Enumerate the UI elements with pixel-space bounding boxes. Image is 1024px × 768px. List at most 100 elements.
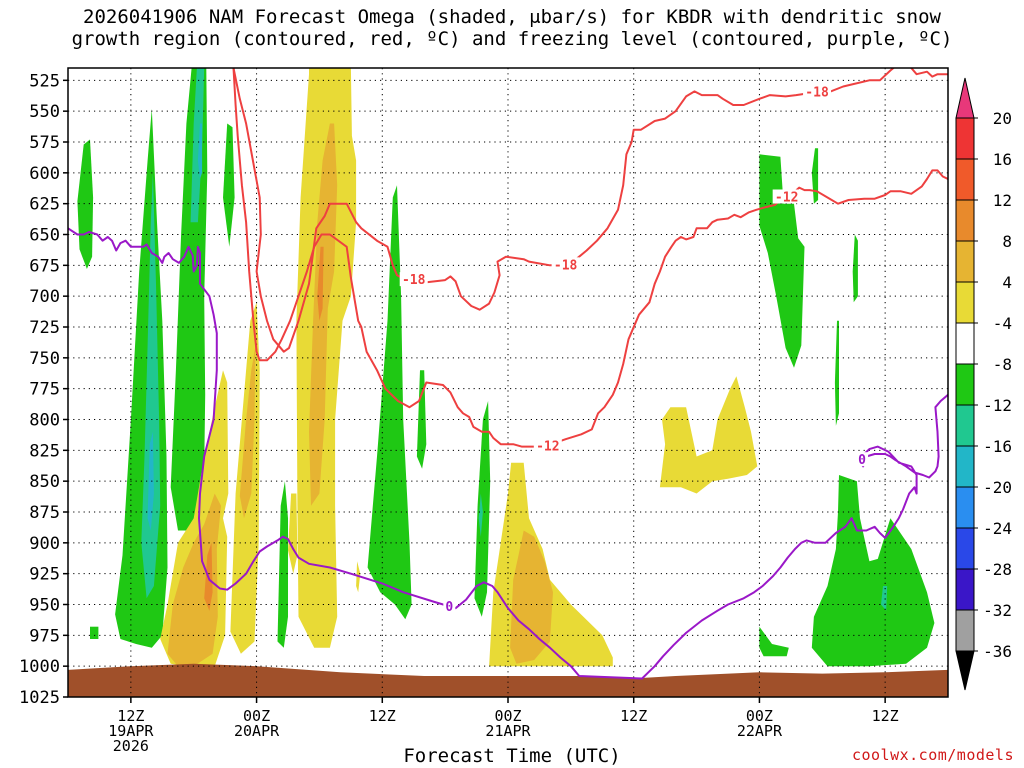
contour-label-bg: [533, 438, 562, 453]
colorbar-label: -16: [983, 437, 1012, 456]
colorbar-bin: [955, 609, 975, 652]
omega-region-18: [881, 586, 888, 611]
colorbar-bin: [955, 322, 975, 365]
omega-shading: [68, 68, 948, 697]
colorbar-label: -8: [993, 355, 1012, 374]
omega-region-0: [77, 139, 94, 269]
y-axis: 525 550 575 600 625 650 675 700 725 750 775 800 825 8…: [19, 71, 68, 708]
colorbar-label: -12: [983, 396, 1012, 415]
colorbar-bin: [955, 486, 975, 529]
freezing-level-contour: [68, 227, 948, 680]
y-tick-label: 575: [29, 133, 60, 153]
colorbar-bin: [955, 281, 975, 324]
omega-region-29: [239, 345, 256, 519]
colorbar-bin: [955, 117, 975, 160]
x-tick-label: 00Z: [494, 707, 521, 725]
x-tick-label: 12Z: [117, 707, 144, 725]
y-tick-label: 725: [29, 318, 60, 338]
omega-region-30: [309, 123, 338, 506]
contour-label: -18: [805, 86, 829, 101]
omega-region-16: [190, 68, 205, 223]
y-tick-label: 700: [29, 287, 60, 307]
colorbar-label: 12: [993, 191, 1012, 210]
omega-region-11: [834, 320, 839, 426]
colorbar-bin: [955, 445, 975, 488]
omega-region-27: [659, 376, 758, 494]
contour-label: -18: [554, 258, 578, 273]
y-tick-label: 775: [29, 380, 60, 400]
y-tick-label: 625: [29, 195, 60, 215]
colorbar: 20 16 12 8 4 -4 -8 -12 -16 -20 -24 -28 -32 -36: [955, 77, 1012, 691]
y-tick-label: 800: [29, 411, 60, 431]
contour-label-bg: [551, 257, 580, 272]
omega-region-13: [759, 626, 789, 657]
contour-label: -18: [402, 273, 426, 288]
contour-label-bg: [856, 452, 869, 467]
omega-region-19: [147, 431, 154, 531]
colorbar-label: -28: [983, 560, 1012, 579]
y-tick-label: 950: [29, 596, 60, 616]
colorbar-label: 20: [993, 109, 1012, 128]
y-tick-label: 550: [29, 102, 60, 122]
omega-region-10: [852, 234, 858, 303]
contour-label-bg: [803, 84, 832, 99]
colorbar-label: -4: [993, 314, 1012, 333]
colorbar-label: -36: [983, 642, 1012, 661]
omega-region-31: [510, 530, 553, 664]
omega-region-5: [367, 185, 412, 620]
contour-lines: -18 -18 -18 -12 -12 0 0: [68, 68, 948, 680]
omega-region-4: [277, 481, 288, 648]
omega-region-14: [90, 626, 99, 639]
terrain-band: [68, 663, 948, 697]
y-tick-label: 525: [29, 71, 60, 91]
dendritic-contour--12: [232, 68, 948, 448]
x-tick-label: 19APR: [108, 722, 154, 740]
colorbar-label: -20: [983, 478, 1012, 497]
contour-label-bg: [443, 598, 456, 613]
contour-label-bg: [772, 189, 801, 204]
colorbar-bottom-arrow: [955, 650, 975, 691]
x-axis-title: Forecast Time (UTC): [403, 745, 621, 767]
omega-region-15: [141, 172, 161, 599]
omega-region-20: [197, 123, 203, 179]
colorbar-bin: [955, 404, 975, 447]
x-tick-label: 12Z: [872, 707, 899, 725]
y-tick-label: 875: [29, 503, 60, 523]
y-tick-label: 1000: [19, 657, 60, 677]
y-tick-label: 925: [29, 565, 60, 585]
omega-region-3: [223, 123, 235, 247]
x-tick-label: 2026: [113, 737, 149, 755]
y-tick-label: 1025: [19, 688, 60, 708]
contour-label: -12: [775, 191, 798, 206]
colorbar-label: -24: [983, 519, 1012, 538]
y-tick-label: 900: [29, 534, 60, 554]
x-tick-label: 12Z: [620, 707, 647, 725]
contour-label: -12: [536, 440, 559, 455]
contour-label: 0: [445, 600, 453, 615]
credit-text: coolwx.com/models: [851, 746, 1014, 764]
y-tick-label: 975: [29, 626, 60, 646]
y-tick-label: 650: [29, 226, 60, 246]
omega-region-8: [759, 154, 805, 368]
colorbar-bin: [955, 240, 975, 283]
omega-region-12: [811, 475, 935, 667]
omega-region-17: [478, 493, 483, 537]
y-tick-label: 825: [29, 441, 60, 461]
contour-label: 0: [858, 453, 866, 468]
x-tick-label: 00Z: [746, 707, 773, 725]
omega-region-28: [167, 493, 221, 667]
colorbar-bin: [955, 568, 975, 611]
colorbar-bin: [955, 158, 975, 201]
y-tick-label: 600: [29, 164, 60, 184]
y-tick-label: 675: [29, 256, 60, 276]
chart-title: 2026041906 NAM Forecast Omega (shaded, μ…: [0, 6, 1024, 50]
contour-label-bg: [399, 272, 428, 287]
colorbar-bin: [955, 199, 975, 242]
colorbar-label: -32: [983, 601, 1012, 620]
x-tick-label: 20APR: [234, 722, 280, 740]
x-tick-label: 22APR: [737, 722, 783, 740]
chart-title-line-1: 2026041906 NAM Forecast Omega (shaded, μ…: [83, 6, 941, 28]
chart-title-line-2: growth region (contoured, red, ºC) and f…: [71, 28, 953, 50]
